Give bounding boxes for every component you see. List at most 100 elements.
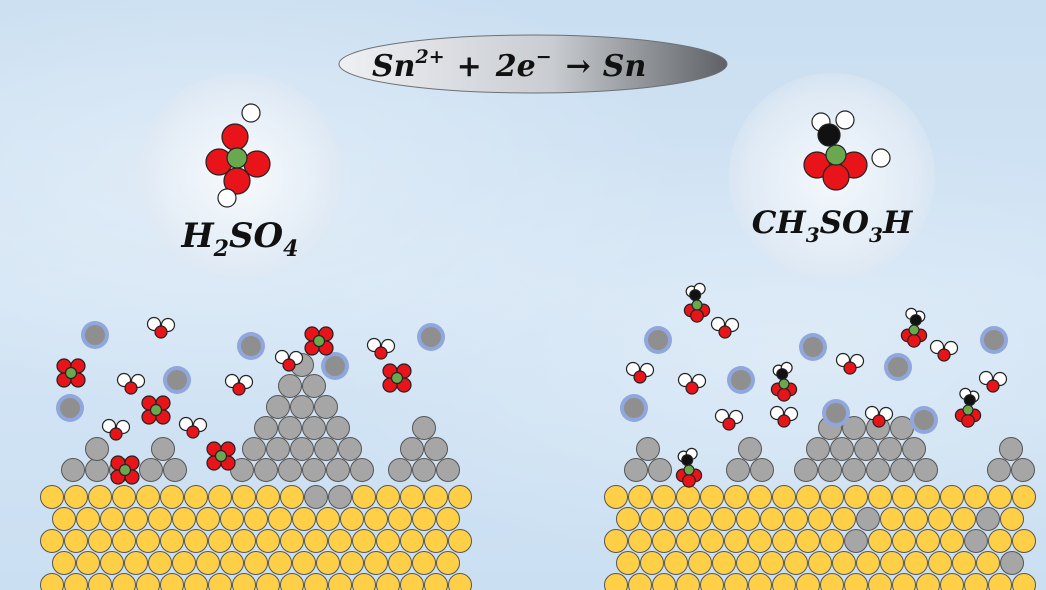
equation-banner: Sn2+ +2e− → Sn bbox=[338, 34, 728, 94]
gold-atom bbox=[1012, 485, 1036, 509]
gold-atom bbox=[352, 485, 376, 509]
sn-ion-core bbox=[624, 398, 644, 418]
gold-atom bbox=[136, 529, 160, 553]
gold-atom bbox=[64, 529, 88, 553]
gold-atom bbox=[112, 485, 136, 509]
water-molecule bbox=[178, 416, 208, 439]
gold-atom bbox=[904, 551, 928, 575]
tin-atom bbox=[636, 437, 660, 461]
gold-atom bbox=[148, 507, 172, 531]
gold-atom bbox=[652, 485, 676, 509]
gold-atom bbox=[736, 507, 760, 531]
water-molecule bbox=[929, 339, 959, 362]
oxygen-atom bbox=[154, 325, 168, 339]
sulfur-atom bbox=[149, 403, 163, 417]
tin-atom bbox=[326, 458, 350, 482]
gold-atom bbox=[196, 551, 220, 575]
gold-atom bbox=[892, 485, 916, 509]
gold-atom bbox=[928, 507, 952, 531]
gold-atom bbox=[628, 529, 652, 553]
gold-atom bbox=[232, 485, 256, 509]
gold-atom bbox=[160, 529, 184, 553]
sn-ion bbox=[81, 321, 109, 349]
right-label-part-1: CH bbox=[752, 205, 808, 241]
gold-atom bbox=[112, 529, 136, 553]
gold-atom bbox=[364, 551, 388, 575]
water-molecule bbox=[835, 352, 865, 375]
sn-ion bbox=[980, 326, 1008, 354]
equation-ion-charge: 2+ bbox=[414, 46, 444, 68]
left-label-sub-2: 4 bbox=[283, 236, 298, 262]
tin-atom bbox=[338, 437, 362, 461]
tin-atom bbox=[999, 437, 1023, 461]
oxygen-atom bbox=[232, 382, 246, 396]
tin-atom bbox=[842, 416, 866, 440]
carbon-atom bbox=[689, 289, 702, 302]
tin-atom bbox=[139, 458, 163, 482]
tin-atom bbox=[163, 458, 187, 482]
gold-atom bbox=[376, 573, 400, 590]
tin-deposit bbox=[230, 353, 374, 482]
gold-atom bbox=[628, 485, 652, 509]
gold-atom bbox=[76, 551, 100, 575]
tin-atom bbox=[830, 437, 854, 461]
gold-atom bbox=[1000, 507, 1024, 531]
tin-deposit bbox=[388, 416, 460, 482]
gold-atom bbox=[88, 529, 112, 553]
oxygen-atom bbox=[986, 379, 1000, 393]
gold-atom bbox=[676, 573, 700, 590]
tin-atom bbox=[278, 458, 302, 482]
gold-atom bbox=[760, 507, 784, 531]
gold-atom bbox=[328, 529, 352, 553]
tin-atom bbox=[806, 437, 830, 461]
gold-atom bbox=[952, 507, 976, 531]
right-label-sub-2: 3 bbox=[869, 223, 883, 247]
sulfur-atom bbox=[962, 404, 974, 416]
hydrogen-atom bbox=[871, 148, 891, 168]
gold-atom bbox=[784, 507, 808, 531]
tin-atom bbox=[890, 458, 914, 482]
gold-atom bbox=[616, 551, 640, 575]
sn-ion-core bbox=[241, 336, 261, 356]
right-acid-label: CH3SO3H bbox=[752, 205, 914, 247]
tin-atom bbox=[85, 458, 109, 482]
gold-atom bbox=[364, 507, 388, 531]
gold-atom bbox=[988, 485, 1012, 509]
sulfur-atom bbox=[226, 147, 248, 169]
gold-atom bbox=[352, 529, 376, 553]
gold-atom bbox=[244, 507, 268, 531]
sulfate-ion bbox=[304, 326, 334, 356]
oxygen-atom bbox=[937, 348, 951, 362]
water-molecule bbox=[146, 316, 176, 339]
gold-atom bbox=[772, 485, 796, 509]
tin-atom bbox=[400, 437, 424, 461]
gold-atom bbox=[820, 485, 844, 509]
oxygen-atom bbox=[843, 361, 857, 375]
gold-atom bbox=[652, 529, 676, 553]
tin-atom bbox=[242, 437, 266, 461]
gold-atom bbox=[352, 573, 376, 590]
gold-atom bbox=[136, 485, 160, 509]
sn-ion bbox=[321, 352, 349, 380]
sulfur-atom bbox=[908, 324, 920, 336]
gold-atom bbox=[292, 551, 316, 575]
gold-atom bbox=[712, 551, 736, 575]
tin-atom bbox=[844, 529, 868, 553]
gold-atom bbox=[868, 529, 892, 553]
gold-atom bbox=[904, 507, 928, 531]
tin-atom bbox=[304, 485, 328, 509]
gold-atom bbox=[256, 573, 280, 590]
gold-atom bbox=[304, 529, 328, 553]
gold-atom bbox=[844, 485, 868, 509]
gold-atom bbox=[220, 551, 244, 575]
carbon-atom bbox=[963, 394, 976, 407]
gold-atom bbox=[172, 551, 196, 575]
gold-atom bbox=[712, 507, 736, 531]
gold-atom bbox=[280, 573, 304, 590]
carbon-atom bbox=[817, 123, 841, 147]
hydrogen-atom bbox=[241, 103, 261, 123]
tin-atom bbox=[326, 416, 350, 440]
tin-atom bbox=[85, 437, 109, 461]
tin-atom bbox=[388, 458, 412, 482]
